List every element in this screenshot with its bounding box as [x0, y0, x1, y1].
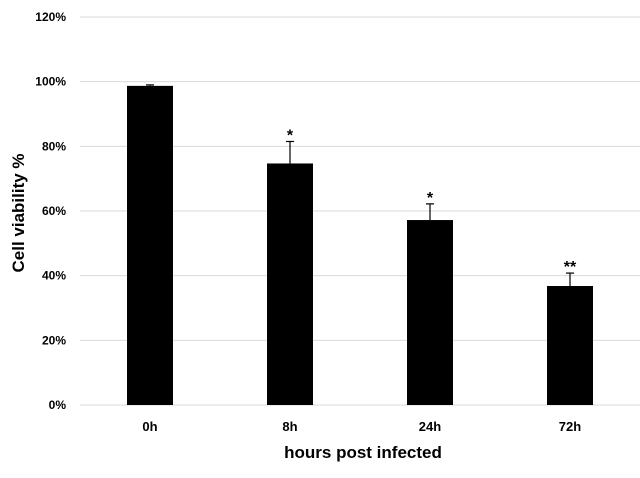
x-axis-title: hours post infected — [284, 443, 442, 462]
y-tick-label: 20% — [42, 333, 66, 347]
bars: **** — [127, 84, 593, 406]
y-tick-label: 60% — [42, 204, 66, 218]
x-axis-ticks: 0h 8h 24h 72h — [142, 419, 581, 434]
bar — [267, 163, 313, 405]
x-tick-label: 24h — [419, 419, 441, 434]
y-tick-label: 40% — [42, 269, 66, 283]
significance-marker: * — [427, 190, 434, 207]
y-tick-label: 0% — [49, 398, 67, 412]
bar — [547, 286, 593, 405]
bar — [127, 85, 173, 406]
x-tick-label: 8h — [282, 419, 297, 434]
y-axis-title: Cell viability % — [9, 153, 28, 272]
y-tick-label: 100% — [35, 75, 66, 89]
x-tick-label: 0h — [142, 419, 157, 434]
gridlines — [80, 16, 640, 406]
y-axis-ticks: 0% 20% 40% 60% 80% 100% 120% — [35, 10, 66, 412]
x-tick-label: 72h — [559, 419, 581, 434]
y-tick-label: 80% — [42, 139, 66, 153]
significance-marker: ** — [564, 259, 577, 276]
significance-marker: * — [287, 127, 294, 144]
y-tick-label: 120% — [35, 10, 66, 24]
bar — [407, 220, 453, 405]
